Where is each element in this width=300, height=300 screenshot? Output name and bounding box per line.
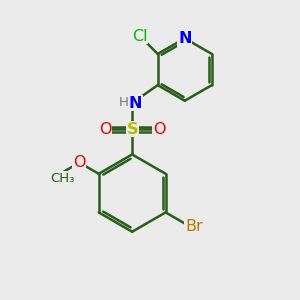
Text: Cl: Cl bbox=[132, 28, 148, 44]
Text: CH₃: CH₃ bbox=[50, 172, 75, 184]
Text: O: O bbox=[73, 155, 86, 170]
Text: O: O bbox=[99, 122, 112, 137]
Text: H: H bbox=[119, 96, 129, 109]
Text: O: O bbox=[153, 122, 165, 137]
Text: Br: Br bbox=[185, 219, 203, 234]
Text: N: N bbox=[129, 95, 142, 110]
Text: S: S bbox=[126, 122, 138, 137]
Text: N: N bbox=[178, 31, 191, 46]
